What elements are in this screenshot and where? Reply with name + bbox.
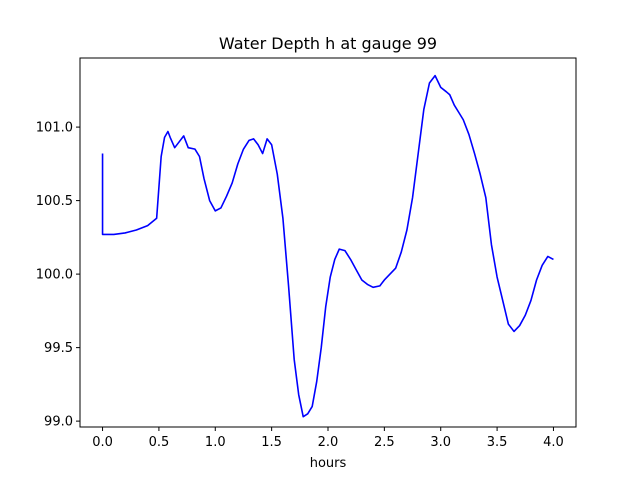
x-tick-label: 0.0 — [92, 435, 113, 450]
x-axis-label: hours — [310, 456, 347, 471]
y-tick-label: 99.5 — [44, 341, 73, 356]
y-tick-label: 101.0 — [36, 121, 73, 136]
x-axis-ticks: 0.0 0.5 1.0 1.5 2.0 2.5 3.0 3.5 4.0 — [92, 427, 564, 450]
x-tick-label: 1.5 — [261, 435, 282, 450]
y-tick-label: 100.0 — [36, 268, 73, 283]
x-tick-label: 3.5 — [487, 435, 508, 450]
y-tick-label: 99.0 — [44, 415, 73, 430]
y-axis-ticks: 99.0 99.5 100.0 100.5 101.0 — [36, 121, 80, 430]
x-tick-label: 4.0 — [543, 435, 564, 450]
x-tick-label: 3.0 — [430, 435, 451, 450]
plot-frame — [79, 57, 577, 428]
y-tick-label: 100.5 — [36, 194, 73, 209]
series-line-0 — [101, 74, 554, 418]
x-tick-label: 2.5 — [374, 435, 395, 450]
x-tick-label: 1.0 — [205, 435, 226, 450]
x-tick-label: 2.0 — [318, 435, 339, 450]
chart-title: Water Depth h at gauge 99 — [219, 34, 437, 53]
series-layer — [101, 74, 554, 418]
x-tick-label: 0.5 — [149, 435, 170, 450]
